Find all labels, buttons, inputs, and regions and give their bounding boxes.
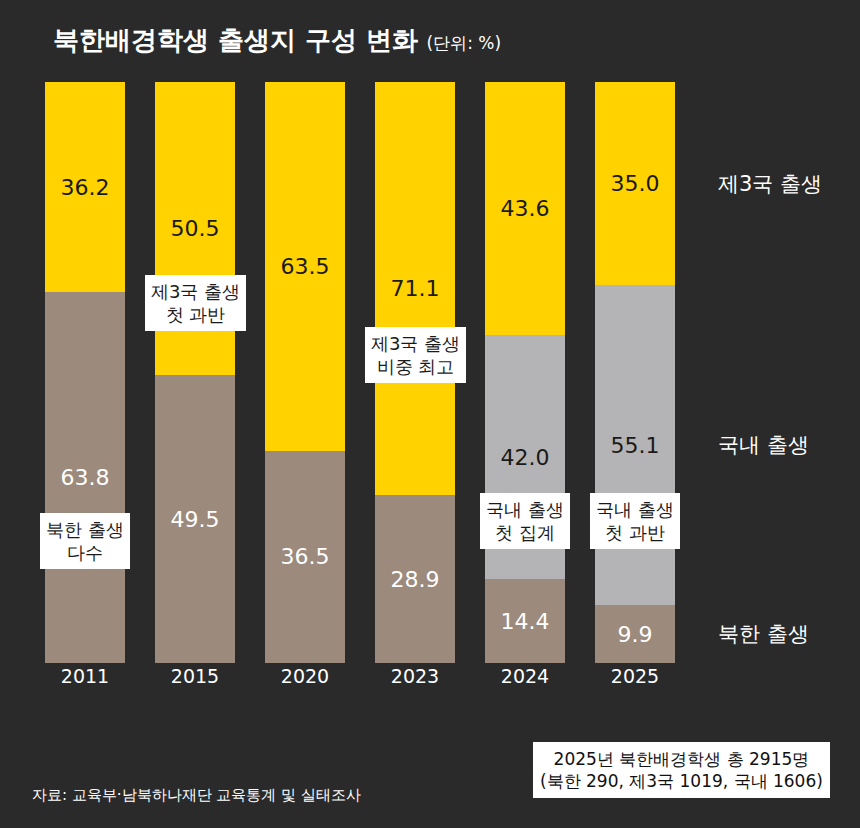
svg-text:28.9: 28.9 — [391, 567, 440, 592]
svg-text:63.5: 63.5 — [281, 254, 330, 279]
svg-text:제3국 출생: 제3국 출생 — [718, 172, 822, 196]
svg-text:9.9: 9.9 — [618, 622, 653, 647]
svg-text:2024: 2024 — [501, 665, 549, 687]
svg-text:63.8: 63.8 — [61, 465, 110, 490]
svg-text:2015: 2015 — [171, 665, 219, 687]
svg-text:14.4: 14.4 — [501, 609, 550, 634]
svg-text:49.5: 49.5 — [171, 507, 220, 532]
svg-text:55.1: 55.1 — [611, 433, 660, 458]
svg-text:국내 출생: 국내 출생 — [718, 433, 809, 457]
svg-text:국내 출생첫 집계: 국내 출생첫 집계 — [486, 499, 564, 543]
svg-text:자료: 교육부·남북하나재단 교육통계 및 실태조사: 자료: 교육부·남북하나재단 교육통계 및 실태조사 — [32, 786, 361, 804]
svg-text:2025: 2025 — [611, 665, 659, 687]
svg-text:36.2: 36.2 — [61, 175, 110, 200]
svg-text:2023: 2023 — [391, 665, 439, 687]
svg-text:북한배경학생 출생지 구성 변화 (단위: %): 북한배경학생 출생지 구성 변화 (단위: %) — [53, 25, 501, 55]
svg-text:제3국 출생첫 과반: 제3국 출생첫 과반 — [151, 281, 240, 325]
svg-text:36.5: 36.5 — [281, 544, 330, 569]
svg-text:북한 출생: 북한 출생 — [718, 622, 809, 646]
svg-text:43.6: 43.6 — [501, 196, 550, 221]
svg-text:2011: 2011 — [61, 665, 109, 687]
svg-text:2020: 2020 — [281, 665, 329, 687]
svg-text:국내 출생첫 과반: 국내 출생첫 과반 — [596, 499, 674, 543]
svg-text:50.5: 50.5 — [171, 216, 220, 241]
svg-text:북한 출생다수: 북한 출생다수 — [46, 519, 124, 563]
svg-text:제3국 출생비중 최고: 제3국 출생비중 최고 — [371, 333, 460, 377]
svg-text:2025년 북한배경학생 총 2915명(북한 290, 제: 2025년 북한배경학생 총 2915명(북한 290, 제3국 1019, 국… — [540, 749, 823, 791]
svg-text:35.0: 35.0 — [611, 171, 660, 196]
svg-text:71.1: 71.1 — [391, 276, 440, 301]
svg-text:42.0: 42.0 — [501, 445, 550, 470]
